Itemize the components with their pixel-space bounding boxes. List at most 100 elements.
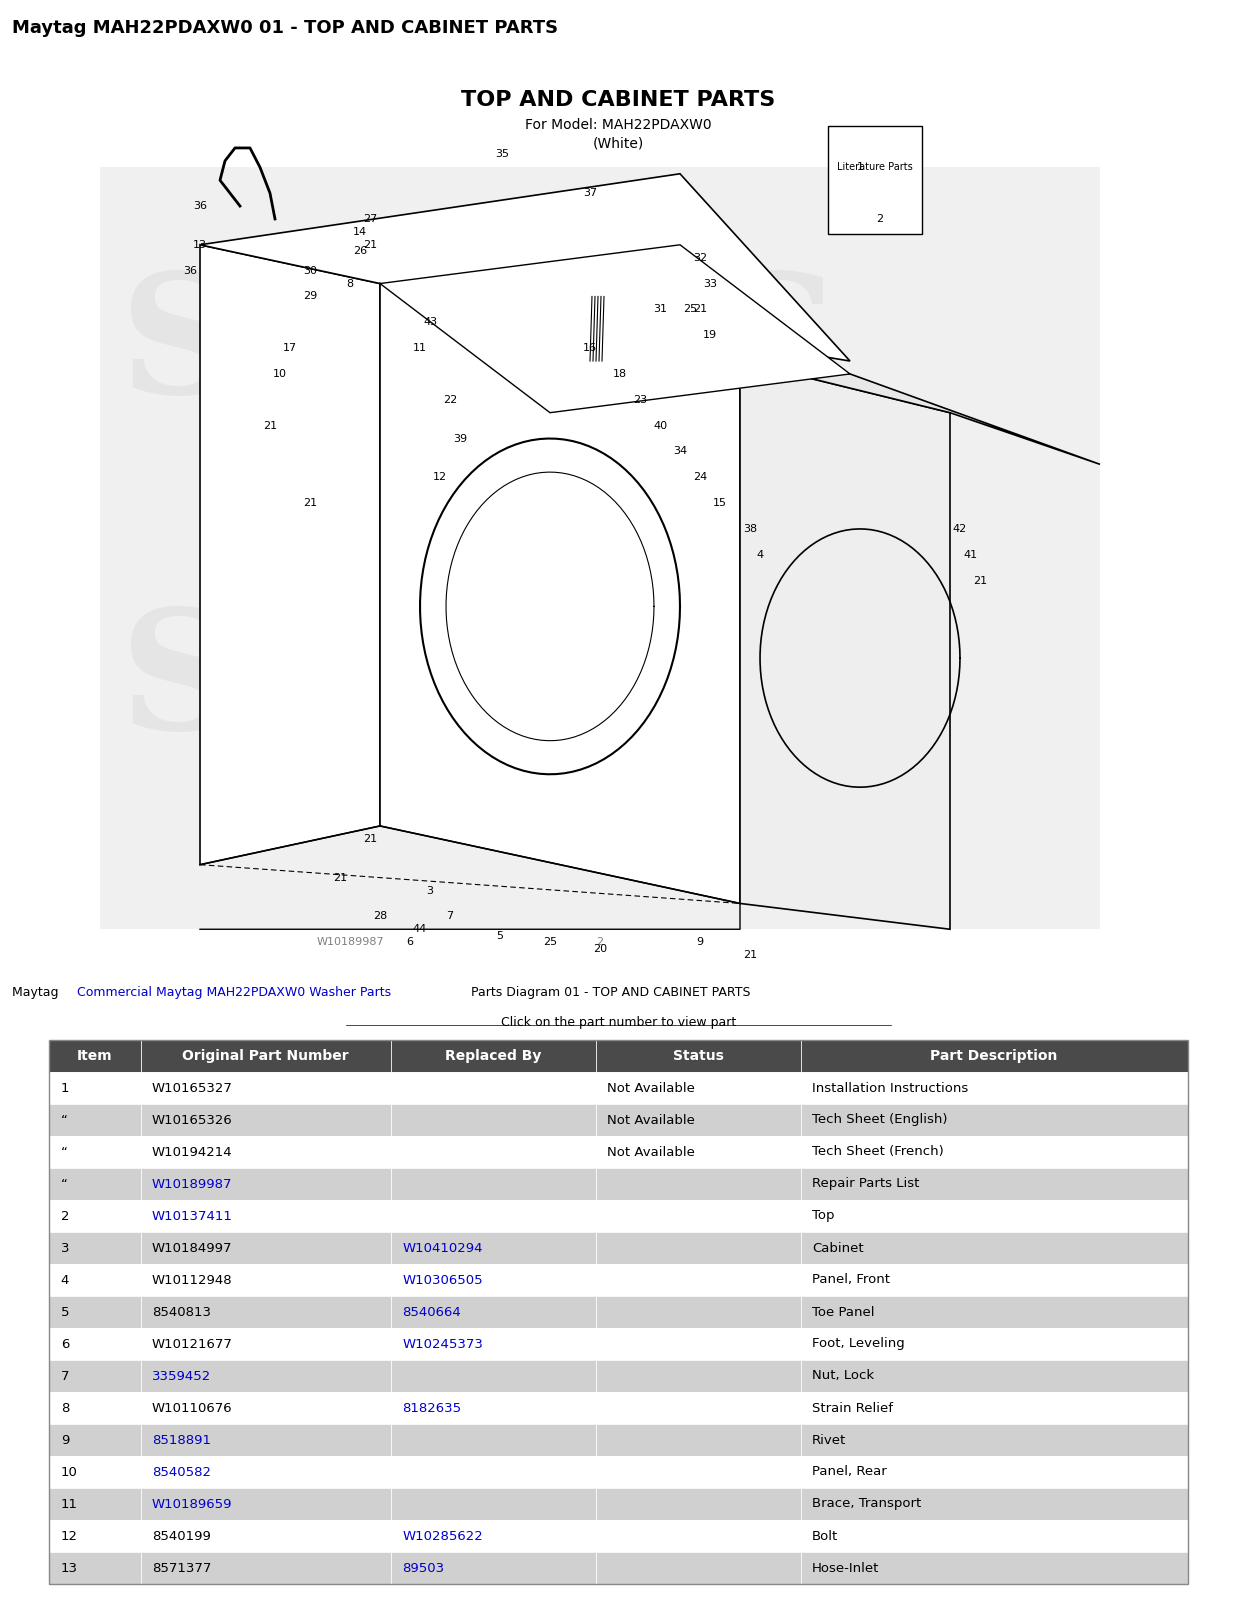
Text: the  laundry  company: the laundry company	[310, 317, 750, 354]
Text: Not Available: Not Available	[607, 1082, 695, 1094]
Text: the  laundry  company: the laundry company	[310, 587, 750, 626]
Text: 29: 29	[303, 291, 317, 301]
Text: Maytag: Maytag	[12, 986, 63, 998]
Text: “: “	[61, 1146, 68, 1158]
FancyBboxPatch shape	[49, 1232, 141, 1264]
Text: 21: 21	[263, 421, 277, 430]
Text: Commercial Maytag MAH22PDAXW0 Washer Parts: Commercial Maytag MAH22PDAXW0 Washer Par…	[77, 986, 391, 998]
Text: 6: 6	[407, 938, 413, 947]
Text: Installation Instructions: Installation Instructions	[811, 1082, 969, 1094]
Text: 9: 9	[696, 938, 704, 947]
Text: 18: 18	[614, 370, 627, 379]
Text: Replaced By: Replaced By	[445, 1050, 542, 1062]
FancyBboxPatch shape	[596, 1488, 800, 1520]
FancyBboxPatch shape	[100, 168, 1100, 930]
Text: Click on the part number to view part: Click on the part number to view part	[501, 1016, 736, 1029]
Text: 28: 28	[372, 912, 387, 922]
FancyBboxPatch shape	[800, 1296, 1188, 1328]
FancyBboxPatch shape	[596, 1424, 800, 1456]
Text: W10165327: W10165327	[152, 1082, 233, 1094]
Text: 21: 21	[974, 576, 987, 586]
Text: Top: Top	[811, 1210, 835, 1222]
Text: S: S	[419, 267, 541, 429]
Text: W10184997: W10184997	[152, 1242, 233, 1254]
Text: 32: 32	[693, 253, 708, 262]
Text: 36: 36	[183, 266, 197, 275]
Text: W10189987: W10189987	[152, 1178, 233, 1190]
Text: Toe Panel: Toe Panel	[811, 1306, 875, 1318]
Text: 23: 23	[633, 395, 647, 405]
Text: W10112948: W10112948	[152, 1274, 233, 1286]
FancyBboxPatch shape	[49, 1392, 141, 1424]
FancyBboxPatch shape	[49, 1296, 141, 1328]
FancyBboxPatch shape	[141, 1520, 391, 1552]
Text: Repair Parts List: Repair Parts List	[811, 1178, 919, 1190]
Text: W10121677: W10121677	[152, 1338, 233, 1350]
Text: 8518891: 8518891	[152, 1434, 210, 1446]
Text: the  laundry  company: the laundry company	[310, 760, 656, 789]
FancyBboxPatch shape	[596, 1296, 800, 1328]
Text: 15: 15	[713, 498, 727, 509]
FancyBboxPatch shape	[596, 1328, 800, 1360]
Text: Literature Parts: Literature Parts	[837, 162, 913, 173]
FancyBboxPatch shape	[596, 1104, 800, 1136]
Text: 4: 4	[757, 550, 763, 560]
Text: For Model: MAH22PDAXW0: For Model: MAH22PDAXW0	[524, 118, 711, 133]
FancyBboxPatch shape	[49, 1456, 141, 1488]
Text: 8182635: 8182635	[402, 1402, 461, 1414]
Text: S: S	[720, 267, 840, 429]
Text: 6: 6	[61, 1338, 69, 1350]
Text: Panel, Rear: Panel, Rear	[811, 1466, 887, 1478]
FancyBboxPatch shape	[141, 1296, 391, 1328]
Text: Not Available: Not Available	[607, 1146, 695, 1158]
Text: W10189987: W10189987	[317, 936, 383, 947]
Text: 30: 30	[303, 266, 317, 275]
FancyBboxPatch shape	[391, 1232, 596, 1264]
Text: 20: 20	[593, 944, 607, 954]
FancyBboxPatch shape	[596, 1200, 800, 1232]
Text: 8: 8	[61, 1402, 69, 1414]
Text: 3359452: 3359452	[152, 1370, 212, 1382]
Text: 16: 16	[583, 342, 597, 354]
Text: Item: Item	[77, 1050, 113, 1062]
Text: W10137411: W10137411	[152, 1210, 233, 1222]
FancyBboxPatch shape	[596, 1552, 800, 1584]
FancyBboxPatch shape	[391, 1456, 596, 1488]
Text: 41: 41	[962, 550, 977, 560]
FancyBboxPatch shape	[596, 1232, 800, 1264]
FancyBboxPatch shape	[596, 1264, 800, 1296]
FancyBboxPatch shape	[800, 1552, 1188, 1584]
FancyBboxPatch shape	[596, 1456, 800, 1488]
Text: W10306505: W10306505	[402, 1274, 482, 1286]
Text: 7: 7	[447, 912, 454, 922]
Text: 24: 24	[693, 472, 708, 482]
Text: W10410294: W10410294	[402, 1242, 482, 1254]
Text: 33: 33	[703, 278, 717, 288]
FancyBboxPatch shape	[141, 1072, 391, 1104]
FancyBboxPatch shape	[49, 1488, 141, 1520]
FancyBboxPatch shape	[800, 1424, 1188, 1456]
FancyBboxPatch shape	[49, 1200, 141, 1232]
Text: Strain Relief: Strain Relief	[811, 1402, 893, 1414]
FancyBboxPatch shape	[391, 1296, 596, 1328]
Text: 26: 26	[353, 246, 367, 256]
Text: “: “	[61, 1114, 68, 1126]
FancyBboxPatch shape	[800, 1264, 1188, 1296]
Text: 5: 5	[61, 1306, 69, 1318]
FancyBboxPatch shape	[391, 1360, 596, 1392]
Text: 10: 10	[273, 370, 287, 379]
FancyBboxPatch shape	[49, 1264, 141, 1296]
Text: 12: 12	[433, 472, 447, 482]
Text: Parts Diagram 01 - TOP AND CABINET PARTS: Parts Diagram 01 - TOP AND CABINET PARTS	[468, 986, 751, 998]
Text: Not Available: Not Available	[607, 1114, 695, 1126]
Text: 22: 22	[443, 395, 458, 405]
Text: Original Part Number: Original Part Number	[182, 1050, 349, 1062]
Text: 2: 2	[61, 1210, 69, 1222]
Text: Tech Sheet (English): Tech Sheet (English)	[811, 1114, 948, 1126]
FancyBboxPatch shape	[800, 1488, 1188, 1520]
Text: 3: 3	[427, 885, 433, 896]
Text: Foot, Leveling: Foot, Leveling	[811, 1338, 904, 1350]
Text: 17: 17	[283, 342, 297, 354]
FancyBboxPatch shape	[800, 1136, 1188, 1168]
Polygon shape	[740, 362, 950, 930]
